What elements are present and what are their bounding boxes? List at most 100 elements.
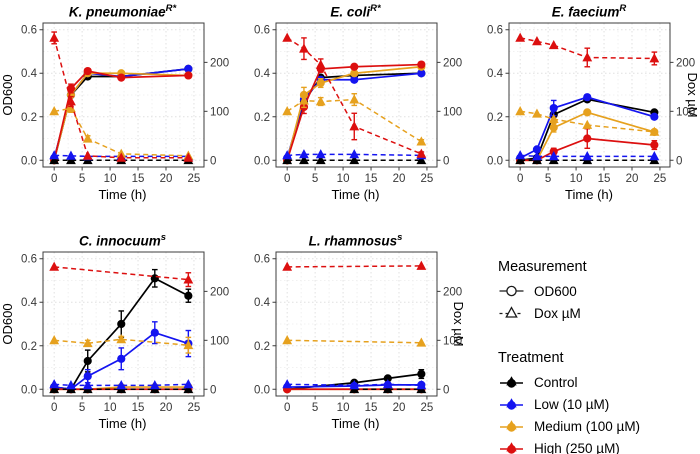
panel-k-pneumoniae: K. pneumoniaeR* 0 5 10 15 20 25 0.0 0.2 0.4 0.6 0 1… xyxy=(0,0,233,213)
panel-e-faecium: E. faeciumR 0 5 10 15 20 25 0.0 0.2 0.4 0.6 0 100 20… xyxy=(466,0,700,213)
svg-text:5: 5 xyxy=(79,402,85,414)
series-high-dox xyxy=(282,260,427,271)
gridlines xyxy=(43,252,204,396)
panel-title: E. faeciumR xyxy=(551,3,627,20)
svg-text:0.6: 0.6 xyxy=(21,254,37,266)
svg-text:100: 100 xyxy=(676,106,695,118)
svg-text:25: 25 xyxy=(188,402,201,414)
plot-l-rhamnosus: 0 5 10 15 20 25 0.0 0.2 0.4 0.6 0 100 200 xyxy=(254,251,462,414)
svg-text:0.6: 0.6 xyxy=(21,25,37,37)
svg-text:15: 15 xyxy=(132,173,145,185)
svg-text:0: 0 xyxy=(517,173,523,185)
series-high-dox xyxy=(49,261,194,288)
series-high-dox xyxy=(515,32,660,68)
low-marker-icon xyxy=(500,398,523,410)
svg-text:0: 0 xyxy=(51,173,57,185)
axis-ticks: 0 5 10 15 20 25 0.0 0.2 0.4 0.6 0 100 200 xyxy=(487,25,695,185)
x-axis-label: Time (h) xyxy=(331,416,380,431)
svg-text:0: 0 xyxy=(443,384,449,396)
svg-text:0.4: 0.4 xyxy=(487,68,504,80)
svg-text:0.0: 0.0 xyxy=(254,155,270,167)
svg-text:10: 10 xyxy=(570,173,583,185)
series-low-dox xyxy=(282,379,427,390)
legend-measurement-title: Measurement xyxy=(498,259,587,275)
y-axis-label-dox: Dox µM xyxy=(685,72,700,118)
svg-text:5: 5 xyxy=(545,173,551,185)
axis-ticks: 0 5 10 15 20 25 0.0 0.2 0.4 0.6 0 100 200 xyxy=(21,25,229,185)
gridlines xyxy=(276,23,437,167)
svg-text:100: 100 xyxy=(210,106,229,118)
panel-c-innocuum: C. innocuums 0 5 10 15 20 25 0.0 0.2 0.4 0.6 0 100 2… xyxy=(0,213,233,454)
svg-text:0.2: 0.2 xyxy=(487,112,503,124)
x-axis-label: Time (h) xyxy=(98,187,147,202)
svg-text:25: 25 xyxy=(188,173,201,185)
series-medium-dox xyxy=(49,334,194,354)
series-control-od600 xyxy=(50,268,193,394)
plot-c-innocuum: 0 5 10 15 20 25 0.0 0.2 0.4 0.6 0 100 200 xyxy=(21,251,229,414)
svg-text:0: 0 xyxy=(284,173,290,185)
svg-text:0: 0 xyxy=(676,155,682,167)
svg-text:20: 20 xyxy=(393,173,406,185)
series-high-dox xyxy=(282,32,427,158)
panel-title: K. pneumoniaeR* xyxy=(68,3,177,20)
od600-marker-icon xyxy=(499,285,524,297)
panel-title: E. coliR* xyxy=(330,3,381,20)
svg-text:0: 0 xyxy=(443,155,449,167)
legend-item-low: Low (10 µM) xyxy=(498,393,700,415)
svg-text:10: 10 xyxy=(337,402,350,414)
plot-k-pneumoniae: 0 5 10 15 20 25 0.0 0.2 0.4 0.6 0 100 200 xyxy=(21,22,229,185)
x-axis-label: Time (h) xyxy=(565,187,613,202)
svg-text:0.6: 0.6 xyxy=(487,25,503,37)
svg-text:5: 5 xyxy=(79,173,85,185)
svg-text:5: 5 xyxy=(312,402,318,414)
legend: Measurement OD600 Dox µM Treatment Contr… xyxy=(466,213,700,454)
medium-marker-icon xyxy=(500,420,523,432)
svg-text:200: 200 xyxy=(210,286,229,298)
panel-title: C. innocuums xyxy=(78,232,167,249)
high-marker-icon xyxy=(500,442,523,454)
svg-text:15: 15 xyxy=(365,402,378,414)
series-low-dox xyxy=(49,379,194,390)
axis-ticks: 0 5 10 15 20 25 0.0 0.2 0.4 0.6 0 100 200 xyxy=(254,25,462,185)
svg-text:20: 20 xyxy=(626,173,639,185)
y-axis-label-od600: OD600 xyxy=(0,303,15,345)
x-axis-label: Time (h) xyxy=(331,187,380,202)
svg-text:0: 0 xyxy=(210,384,216,396)
svg-text:20: 20 xyxy=(160,402,173,414)
svg-text:0: 0 xyxy=(210,155,216,167)
svg-text:0.6: 0.6 xyxy=(254,25,270,37)
svg-text:0: 0 xyxy=(51,402,57,414)
plot-e-faecium: 0 5 10 15 20 25 0.0 0.2 0.4 0.6 0 100 200 xyxy=(487,22,695,185)
svg-text:200: 200 xyxy=(676,57,695,69)
svg-text:0.2: 0.2 xyxy=(21,341,37,353)
svg-text:15: 15 xyxy=(132,402,145,414)
legend-item-dox: Dox µM xyxy=(498,302,700,324)
svg-text:0.4: 0.4 xyxy=(254,68,271,80)
legend-item-high: High (250 µM) xyxy=(498,437,700,454)
series-low-dox xyxy=(515,150,660,161)
y-axis-label-dox: Dox µM xyxy=(451,301,466,347)
svg-text:0.0: 0.0 xyxy=(21,384,37,396)
svg-text:0.0: 0.0 xyxy=(21,155,37,167)
svg-text:20: 20 xyxy=(393,402,406,414)
svg-text:0.0: 0.0 xyxy=(487,155,503,167)
panel-title: L. rhamnosuss xyxy=(308,232,403,249)
svg-text:10: 10 xyxy=(104,173,117,185)
series-medium-dox xyxy=(282,92,427,146)
svg-text:100: 100 xyxy=(210,335,229,347)
legend-item-control: Control xyxy=(498,371,700,393)
legend-item-od600: OD600 xyxy=(498,280,700,302)
svg-text:100: 100 xyxy=(443,106,462,118)
x-axis-label: Time (h) xyxy=(98,416,147,431)
dox-marker-icon xyxy=(499,306,524,318)
series-medium-dox xyxy=(515,106,660,136)
svg-text:0: 0 xyxy=(284,402,290,414)
control-marker-icon xyxy=(500,376,523,388)
axis-ticks: 0 5 10 15 20 25 0.0 0.2 0.4 0.6 0 100 200 xyxy=(21,254,229,414)
svg-text:10: 10 xyxy=(104,402,117,414)
svg-text:0.4: 0.4 xyxy=(254,297,271,309)
svg-text:5: 5 xyxy=(312,173,318,185)
svg-text:0.4: 0.4 xyxy=(21,68,38,80)
series-high-dox xyxy=(49,31,194,162)
